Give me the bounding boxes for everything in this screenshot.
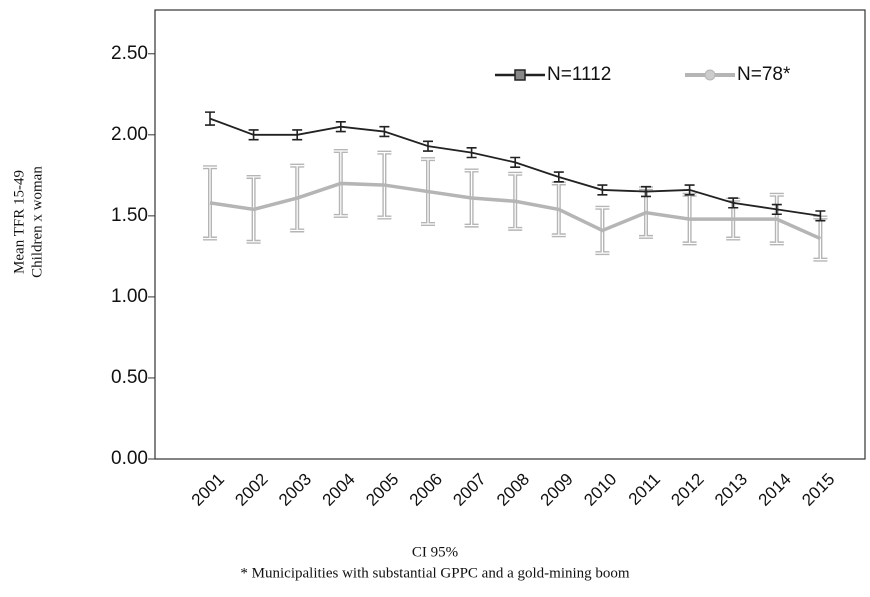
x-tick-label: 2014 (755, 470, 795, 510)
error-bar-inner (203, 166, 217, 240)
y-axis-label: Children x woman (29, 166, 45, 278)
x-tick-label: 2013 (711, 470, 751, 510)
x-tick-label: 2010 (580, 470, 620, 510)
y-tick-label: 1.50 (111, 205, 148, 226)
x-tick-label: 2005 (362, 470, 402, 510)
x-tick-label: 2008 (493, 470, 533, 510)
x-tick-label: 2015 (798, 470, 838, 510)
y-tick-label: 2.00 (111, 124, 148, 145)
x-tick-label: 2009 (537, 470, 577, 510)
legend-label: N=1112 (547, 64, 611, 85)
x-tick-label: 2007 (449, 470, 489, 510)
x-tick-label: 2012 (667, 470, 707, 510)
legend-label: N=78* (737, 64, 791, 85)
x-tick-label: 2004 (319, 470, 359, 510)
series-line (209, 117, 821, 217)
y-axis-label: Mean TFR 15-49 (11, 170, 27, 274)
x-tick-label: 2011 (625, 470, 664, 509)
footnote: CI 95% (412, 544, 458, 560)
legend-marker (514, 69, 526, 81)
y-tick-label: 1.00 (111, 286, 148, 307)
series-line (209, 181, 822, 241)
x-tick-label: 2003 (275, 470, 315, 510)
footnote: * Municipalities with substantial GPPC a… (240, 565, 629, 581)
y-tick-label: 0.50 (111, 367, 148, 388)
y-tick-label: 2.50 (111, 43, 148, 64)
x-tick-label: 2001 (188, 470, 228, 510)
x-tick-label: 2006 (406, 470, 446, 510)
plot-frame (154, 9, 866, 460)
y-tick-label: 0.00 (111, 448, 148, 469)
x-tick-label: 2002 (231, 470, 271, 510)
legend-marker (704, 69, 716, 81)
